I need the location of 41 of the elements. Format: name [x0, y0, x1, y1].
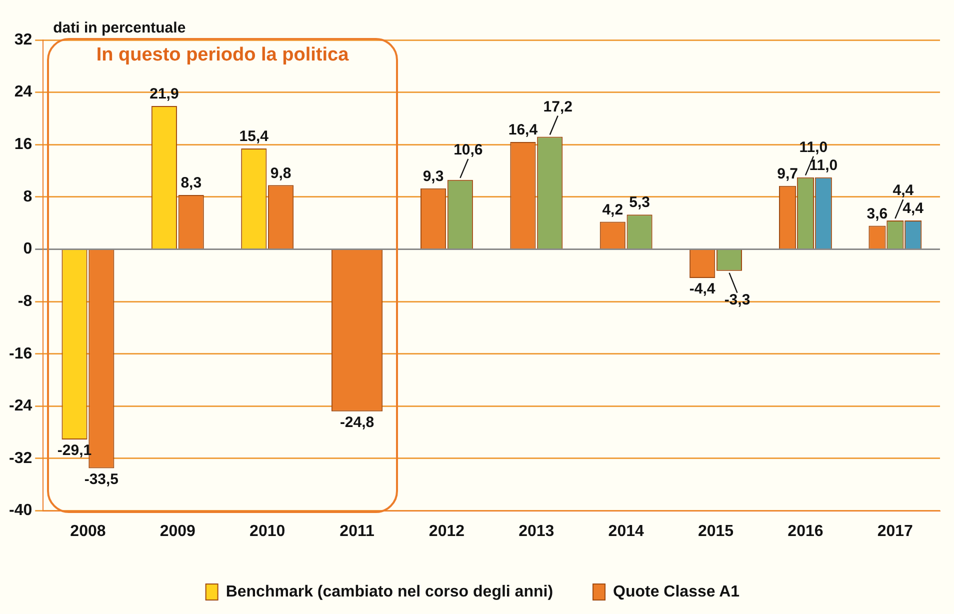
y-axis-title: dati in percentuale [53, 20, 186, 37]
y-tick-label: -16 [9, 345, 32, 362]
data-label: 9,3 [422, 168, 444, 186]
x-tick-label: 2008 [70, 522, 106, 540]
data-label: -33,5 [84, 470, 119, 488]
y-tick-label: 8 [23, 188, 32, 206]
data-label: 16,4 [508, 122, 538, 139]
data-label: -24,8 [340, 414, 374, 432]
annotation: In questo periodo la politica [96, 44, 350, 66]
x-tick-label: 2010 [250, 522, 286, 540]
x-tick-label: 2013 [518, 522, 554, 540]
data-label: 17,2 [543, 98, 572, 116]
x-tick-label: 2017 [877, 522, 914, 540]
data-label: 8,3 [180, 174, 202, 192]
x-tick-label: 2011 [340, 522, 374, 540]
y-tick-label: -32 [9, 450, 32, 467]
legend-label: Quote Classe A1 [613, 583, 740, 600]
y-tick-label: 16 [14, 136, 32, 154]
x-tick-label: 2016 [788, 522, 824, 540]
data-label: 15,4 [239, 128, 270, 146]
y-tick-label: 32 [14, 31, 32, 48]
y-tick-label: -8 [18, 292, 32, 310]
data-label: 10,6 [454, 142, 483, 159]
data-label: 3,6 [866, 205, 888, 222]
x-tick-label: 2009 [160, 522, 196, 540]
data-label: 5,3 [629, 194, 650, 212]
data-label: 11,0 [809, 156, 838, 174]
x-tick-label: 2015 [698, 522, 734, 540]
y-tick-label: 0 [23, 240, 32, 258]
x-tick-label: 2012 [428, 522, 465, 540]
data-label: 9,7 [777, 165, 798, 182]
legend-label: Benchmark (cambiato nel corso degli anni) [226, 583, 554, 600]
data-label: 4,4 [902, 200, 924, 218]
data-label: 4,2 [602, 201, 624, 218]
data-label: 9,8 [270, 164, 292, 182]
x-tick-label: 2014 [608, 522, 644, 540]
data-label: -4,4 [689, 280, 716, 298]
y-tick-label: 24 [14, 84, 32, 101]
y-tick-label: -24 [9, 398, 32, 415]
y-tick-label: -40 [9, 502, 32, 520]
data-label: 4,4 [892, 182, 914, 200]
